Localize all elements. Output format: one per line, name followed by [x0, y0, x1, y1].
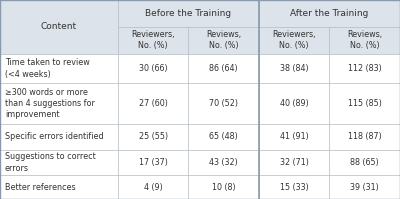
- Bar: [0, 83, 118, 124]
- Bar: [329, 83, 400, 124]
- Text: 32 (71): 32 (71): [280, 158, 308, 167]
- Text: 118 (87): 118 (87): [348, 132, 382, 141]
- Text: 27 (60): 27 (60): [139, 99, 168, 108]
- Text: Before the Training: Before the Training: [145, 9, 232, 18]
- Text: 70 (52): 70 (52): [209, 99, 238, 108]
- Bar: [118, 175, 188, 199]
- Text: 112 (83): 112 (83): [348, 64, 382, 73]
- Bar: [259, 124, 329, 150]
- Bar: [0, 0, 118, 54]
- Bar: [188, 150, 259, 175]
- Bar: [0, 175, 118, 199]
- Bar: [259, 150, 329, 175]
- Text: Reviews,
No. (%): Reviews, No. (%): [206, 30, 241, 50]
- Bar: [329, 27, 400, 54]
- Bar: [188, 83, 259, 124]
- Bar: [118, 83, 188, 124]
- Text: Content: Content: [41, 22, 77, 31]
- Text: 25 (55): 25 (55): [139, 132, 168, 141]
- Text: Reviewers,
No. (%): Reviewers, No. (%): [132, 30, 175, 50]
- Bar: [329, 175, 400, 199]
- Bar: [329, 124, 400, 150]
- Bar: [188, 27, 259, 54]
- Bar: [188, 124, 259, 150]
- Bar: [0, 54, 118, 83]
- Text: ≥300 words or more
than 4 suggestions for
improvement: ≥300 words or more than 4 suggestions fo…: [5, 88, 95, 119]
- Text: 41 (91): 41 (91): [280, 132, 308, 141]
- Bar: [188, 175, 259, 199]
- Text: Reviewers,
No. (%): Reviewers, No. (%): [272, 30, 316, 50]
- Bar: [329, 150, 400, 175]
- Bar: [188, 54, 259, 83]
- Text: Time taken to review
(<4 weeks): Time taken to review (<4 weeks): [5, 58, 90, 79]
- Text: 86 (64): 86 (64): [209, 64, 238, 73]
- Bar: [118, 124, 188, 150]
- Text: 65 (48): 65 (48): [209, 132, 238, 141]
- Bar: [259, 54, 329, 83]
- Text: 15 (33): 15 (33): [280, 182, 308, 192]
- Bar: [0, 124, 118, 150]
- Text: 4 (9): 4 (9): [144, 182, 162, 192]
- Bar: [259, 27, 329, 54]
- Text: Better references: Better references: [5, 182, 76, 192]
- Bar: [118, 150, 188, 175]
- Text: 39 (31): 39 (31): [350, 182, 379, 192]
- Text: 88 (65): 88 (65): [350, 158, 379, 167]
- Bar: [259, 83, 329, 124]
- Text: Suggestions to correct
errors: Suggestions to correct errors: [5, 152, 96, 173]
- Text: Reviews,
No. (%): Reviews, No. (%): [347, 30, 382, 50]
- Text: 17 (37): 17 (37): [139, 158, 168, 167]
- Bar: [0, 150, 118, 175]
- Bar: [118, 54, 188, 83]
- Text: 115 (85): 115 (85): [348, 99, 382, 108]
- Text: After the Training: After the Training: [290, 9, 368, 18]
- Text: 38 (84): 38 (84): [280, 64, 308, 73]
- Text: Specific errors identified: Specific errors identified: [5, 132, 104, 141]
- Bar: [259, 175, 329, 199]
- Text: 10 (8): 10 (8): [212, 182, 236, 192]
- Text: 43 (32): 43 (32): [209, 158, 238, 167]
- Bar: [118, 27, 188, 54]
- Bar: [329, 54, 400, 83]
- Bar: [118, 0, 259, 27]
- Bar: [259, 0, 400, 27]
- Text: 30 (66): 30 (66): [139, 64, 168, 73]
- Text: 40 (89): 40 (89): [280, 99, 308, 108]
